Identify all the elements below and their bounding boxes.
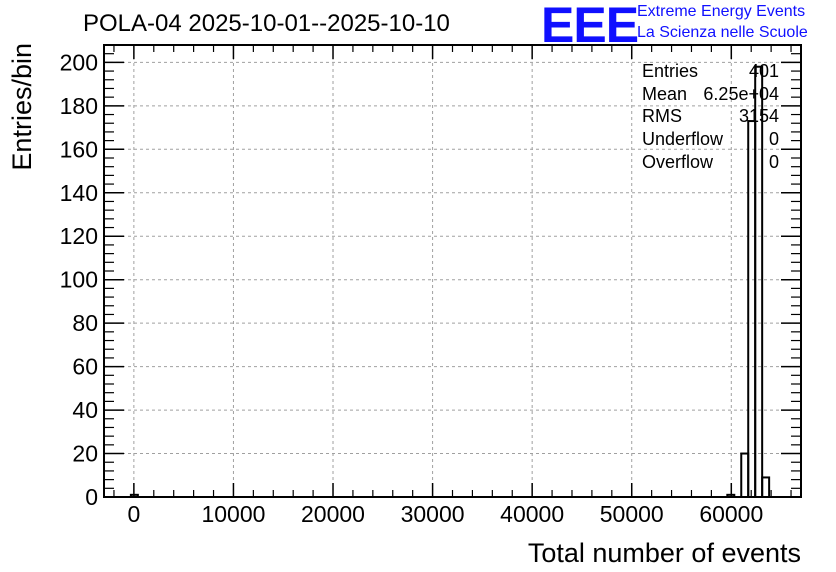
- stats-underflow-label: Underflow: [642, 129, 724, 149]
- stats-rms-label: RMS: [642, 106, 682, 126]
- chart-title: POLA-04 2025-10-01--2025-10-10: [83, 10, 450, 37]
- y-tick-label: 120: [60, 223, 98, 249]
- logo-caption-line1: Extreme Energy Events: [637, 3, 806, 20]
- x-tick-label: 0: [127, 501, 140, 527]
- tick-label-layer: 0 10000 20000 30000 40000 50000 60000 0 20 40 60 80…: [60, 49, 764, 527]
- stats-mean-label: Mean: [642, 84, 687, 104]
- y-tick-label: 60: [72, 354, 98, 380]
- x-axis-title: Total number of events: [528, 538, 801, 568]
- y-tick-label: 160: [60, 136, 98, 162]
- y-tick-label: 180: [60, 93, 98, 119]
- stats-underflow-value: 0: [769, 129, 779, 149]
- histogram-bin: [761, 476, 771, 499]
- y-tick-label: 100: [60, 267, 98, 293]
- logo-caption-line2: La Scienza nelle Scuole: [637, 24, 808, 41]
- histogram-bin: [754, 65, 764, 498]
- tick-layer: [104, 45, 801, 498]
- stats-rms-value: 3154: [739, 106, 779, 126]
- stats-mean-value: 6.25e+04: [703, 84, 779, 104]
- y-tick-label: 80: [72, 310, 98, 336]
- stats-entries-value: 401: [749, 61, 779, 81]
- y-tick-label: 200: [60, 49, 98, 75]
- y-tick-label: 0: [85, 484, 98, 510]
- histogram-bin: [740, 452, 750, 498]
- y-tick-label: 40: [72, 397, 98, 423]
- grid-layer: [104, 45, 801, 498]
- stats-overflow-value: 0: [769, 152, 779, 172]
- stats-box: Entries 401 Mean 6.25e+04 RMS 3154 Under…: [642, 61, 779, 172]
- x-tick-label: 60000: [699, 501, 763, 527]
- plot-frame: [103, 44, 802, 498]
- x-tick-label: 30000: [401, 501, 465, 527]
- stats-overflow-label: Overflow: [642, 152, 714, 172]
- x-tick-label: 40000: [500, 501, 564, 527]
- x-tick-label: 10000: [201, 501, 265, 527]
- y-tick-label: 20: [72, 441, 98, 467]
- histogram-bin: [747, 120, 757, 499]
- stats-entries-label: Entries: [642, 61, 698, 81]
- y-tick-label: 140: [60, 180, 98, 206]
- x-tick-label: 50000: [600, 501, 664, 527]
- x-tick-label: 20000: [301, 501, 365, 527]
- y-axis-title: Entries/bin: [7, 43, 37, 171]
